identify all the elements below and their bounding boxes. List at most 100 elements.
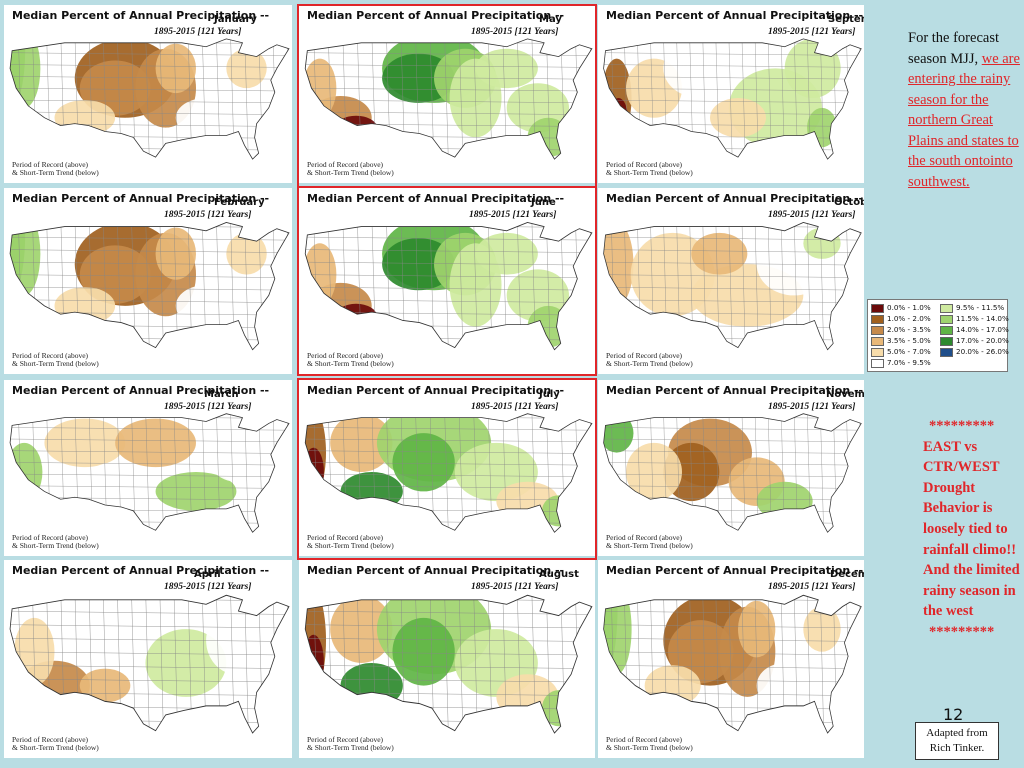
us-precip-map: [9, 38, 290, 160]
legend-swatch: [871, 325, 884, 335]
legend-label: 7.0% - 9.5%: [887, 358, 931, 367]
legend-swatch: [871, 336, 884, 346]
precip-region: [155, 472, 237, 511]
panel-title: Median Percent of Annual Precipitation -…: [12, 192, 270, 205]
panel-month: November: [826, 389, 864, 400]
precip-region: [175, 98, 237, 138]
precip-region: [155, 43, 196, 94]
panel-years: 1895-2015 [121 Years]: [164, 582, 252, 592]
period-of-record-note: Period of Record (above) & Short-Term Tre…: [606, 351, 693, 368]
legend-swatch: [871, 314, 884, 324]
legend-swatch: [940, 314, 953, 324]
precip-region: [145, 629, 227, 697]
stars-top: *********: [929, 418, 995, 434]
precip-region: [115, 418, 196, 468]
panel-title: Median Percent of Annual Precipitation -…: [307, 9, 565, 22]
precip-region: [807, 107, 837, 148]
legend-label: 20.0% - 26.0%: [956, 347, 1009, 356]
precip-region: [330, 595, 393, 663]
legend-item: 5.0% - 7.0%: [871, 347, 931, 357]
legend-label: 3.5% - 5.0%: [887, 336, 931, 345]
precip-region: [784, 433, 841, 492]
precip-region: [609, 98, 628, 138]
panel-years: 1895-2015 [121 Years]: [768, 210, 856, 220]
legend-swatch: [871, 358, 884, 368]
precip-region: [784, 38, 841, 98]
precip-region: [392, 617, 455, 686]
legend-item: 14.0% - 17.0%: [940, 325, 1009, 335]
legend-item: 2.0% - 3.5%: [871, 325, 931, 335]
precip-legend: 0.0% - 1.0% 1.0% - 2.0% 2.0% - 3.5% 3.5% - …: [867, 299, 1009, 372]
us-outline: [603, 594, 862, 734]
panel-years: 1895-2015 [121 Years]: [768, 582, 856, 592]
precip-region: [305, 634, 324, 692]
map-panel-october: Median Percent of Annual Precipitation -…: [598, 188, 864, 374]
panel-years: 1895-2015 [121 Years]: [164, 402, 252, 412]
precip-region: [206, 423, 267, 482]
panel-years: 1895-2015 [121 Years]: [469, 210, 557, 220]
panel-years: 1895-2015 [121 Years]: [471, 582, 559, 592]
period-of-record-note: Period of Record (above) & Short-Term Tre…: [12, 351, 99, 368]
us-outline: [603, 413, 862, 533]
legend-item: 17.0% - 20.0%: [940, 336, 1009, 346]
legend-swatch: [940, 336, 953, 346]
panel-title: Median Percent of Annual Precipitation -…: [307, 384, 565, 397]
us-outline: [304, 221, 593, 351]
period-of-record-note: Period of Record (above) & Short-Term Tre…: [12, 735, 99, 752]
us-outline: [9, 38, 290, 160]
precip-region: [527, 305, 570, 348]
precip-region: [175, 285, 237, 327]
us-outline: [9, 413, 290, 533]
precip-region: [392, 433, 455, 492]
precip-region: [226, 48, 267, 89]
precip-region: [305, 243, 337, 306]
panel-title: Median Percent of Annual Precipitation -…: [606, 564, 864, 577]
legend-label: 2.0% - 3.5%: [887, 325, 931, 334]
precip-region: [10, 38, 41, 108]
precip-region: [10, 222, 41, 296]
legend-label: 5.0% - 7.0%: [887, 347, 931, 356]
precip-region: [84, 462, 146, 502]
forecast-season-note: For the forecast season MJJ, we are ente…: [908, 28, 1020, 192]
legend-label: 17.0% - 20.0%: [956, 336, 1009, 345]
us-precip-map: [304, 594, 593, 734]
legend-item: 3.5% - 5.0%: [871, 336, 931, 346]
precip-region: [335, 303, 377, 329]
page-number: 12: [943, 705, 964, 724]
precip-region: [603, 595, 632, 675]
legend-item: 0.0% - 1.0%: [871, 303, 931, 313]
precip-region: [756, 663, 813, 709]
precip-region: [710, 98, 766, 138]
us-precip-map: [304, 413, 593, 533]
legend-item: 7.0% - 9.5%: [871, 358, 931, 368]
legend-label: 14.0% - 17.0%: [956, 325, 1009, 334]
period-of-record-note: Period of Record (above) & Short-Term Tre…: [307, 351, 394, 368]
note-link-text[interactable]: we are entering the rainy season for the…: [908, 50, 1020, 190]
map-panel-december: Median Percent of Annual Precipitation -…: [598, 560, 864, 758]
legend-swatch: [940, 303, 953, 313]
credit-line-2: Rich Tinker.: [929, 742, 985, 754]
panel-month: January: [214, 14, 257, 25]
precip-region: [330, 413, 393, 472]
panel-title: Median Percent of Annual Precipitation -…: [307, 192, 565, 205]
precip-region: [803, 227, 841, 259]
panel-month: June: [531, 197, 556, 208]
panel-title: Median Percent of Annual Precipitation -…: [12, 564, 270, 577]
us-precip-map: [603, 594, 862, 734]
legend-item: 9.5% - 11.5%: [940, 303, 1004, 313]
precip-region: [305, 447, 324, 497]
panel-month: May: [539, 14, 562, 25]
legend-swatch: [871, 347, 884, 357]
panel-years: 1895-2015 [121 Years]: [154, 27, 242, 37]
legend-item: 1.0% - 2.0%: [871, 314, 931, 324]
us-precip-map: [603, 38, 862, 160]
map-panel-november: Median Percent of Annual Precipitation -…: [598, 380, 864, 556]
us-outline: [9, 594, 290, 734]
us-precip-map: [9, 221, 290, 351]
precip-region: [44, 418, 126, 468]
drought-note: ********* EAST vs CTR/WEST Drought Behav…: [923, 416, 1021, 643]
precip-region: [305, 58, 337, 118]
map-panel-may: Median Percent of Annual Precipitation -…: [299, 5, 595, 183]
precip-region: [691, 232, 748, 275]
panel-title: Median Percent of Annual Precipitation -…: [12, 384, 270, 397]
